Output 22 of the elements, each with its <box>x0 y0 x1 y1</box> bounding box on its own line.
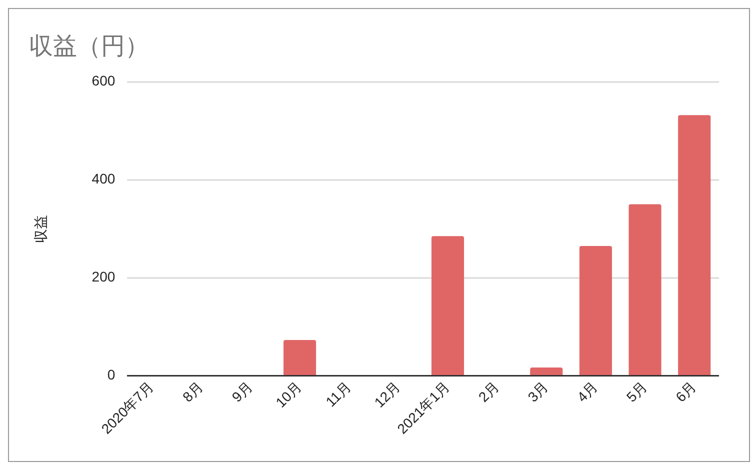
y-tick-label: 200 <box>92 268 116 285</box>
y-tick-label: 400 <box>92 170 116 187</box>
bar <box>530 367 563 376</box>
x-tick-label: 3月 <box>524 378 552 405</box>
x-tick-label: 4月 <box>574 378 601 405</box>
bar <box>579 246 612 376</box>
x-tick-label: 11月 <box>322 378 354 410</box>
y-axis-title: 収益 <box>32 214 48 243</box>
x-tick-label: 9月 <box>228 378 256 405</box>
y-tick-label: 0 <box>107 366 116 383</box>
x-tick-label: 2月 <box>475 378 502 405</box>
x-tick-label: 6月 <box>672 378 700 405</box>
x-tick-label: 12月 <box>371 378 404 410</box>
x-tick-label: 8月 <box>179 378 206 405</box>
bar <box>284 340 316 376</box>
chart-title: 収益（円） <box>29 33 149 60</box>
bar <box>678 115 711 376</box>
y-tick-label: 600 <box>92 72 116 89</box>
bar <box>431 236 464 376</box>
x-tick-label: 5月 <box>623 378 650 405</box>
x-tick-label: 10月 <box>272 378 305 410</box>
bar <box>628 204 662 376</box>
